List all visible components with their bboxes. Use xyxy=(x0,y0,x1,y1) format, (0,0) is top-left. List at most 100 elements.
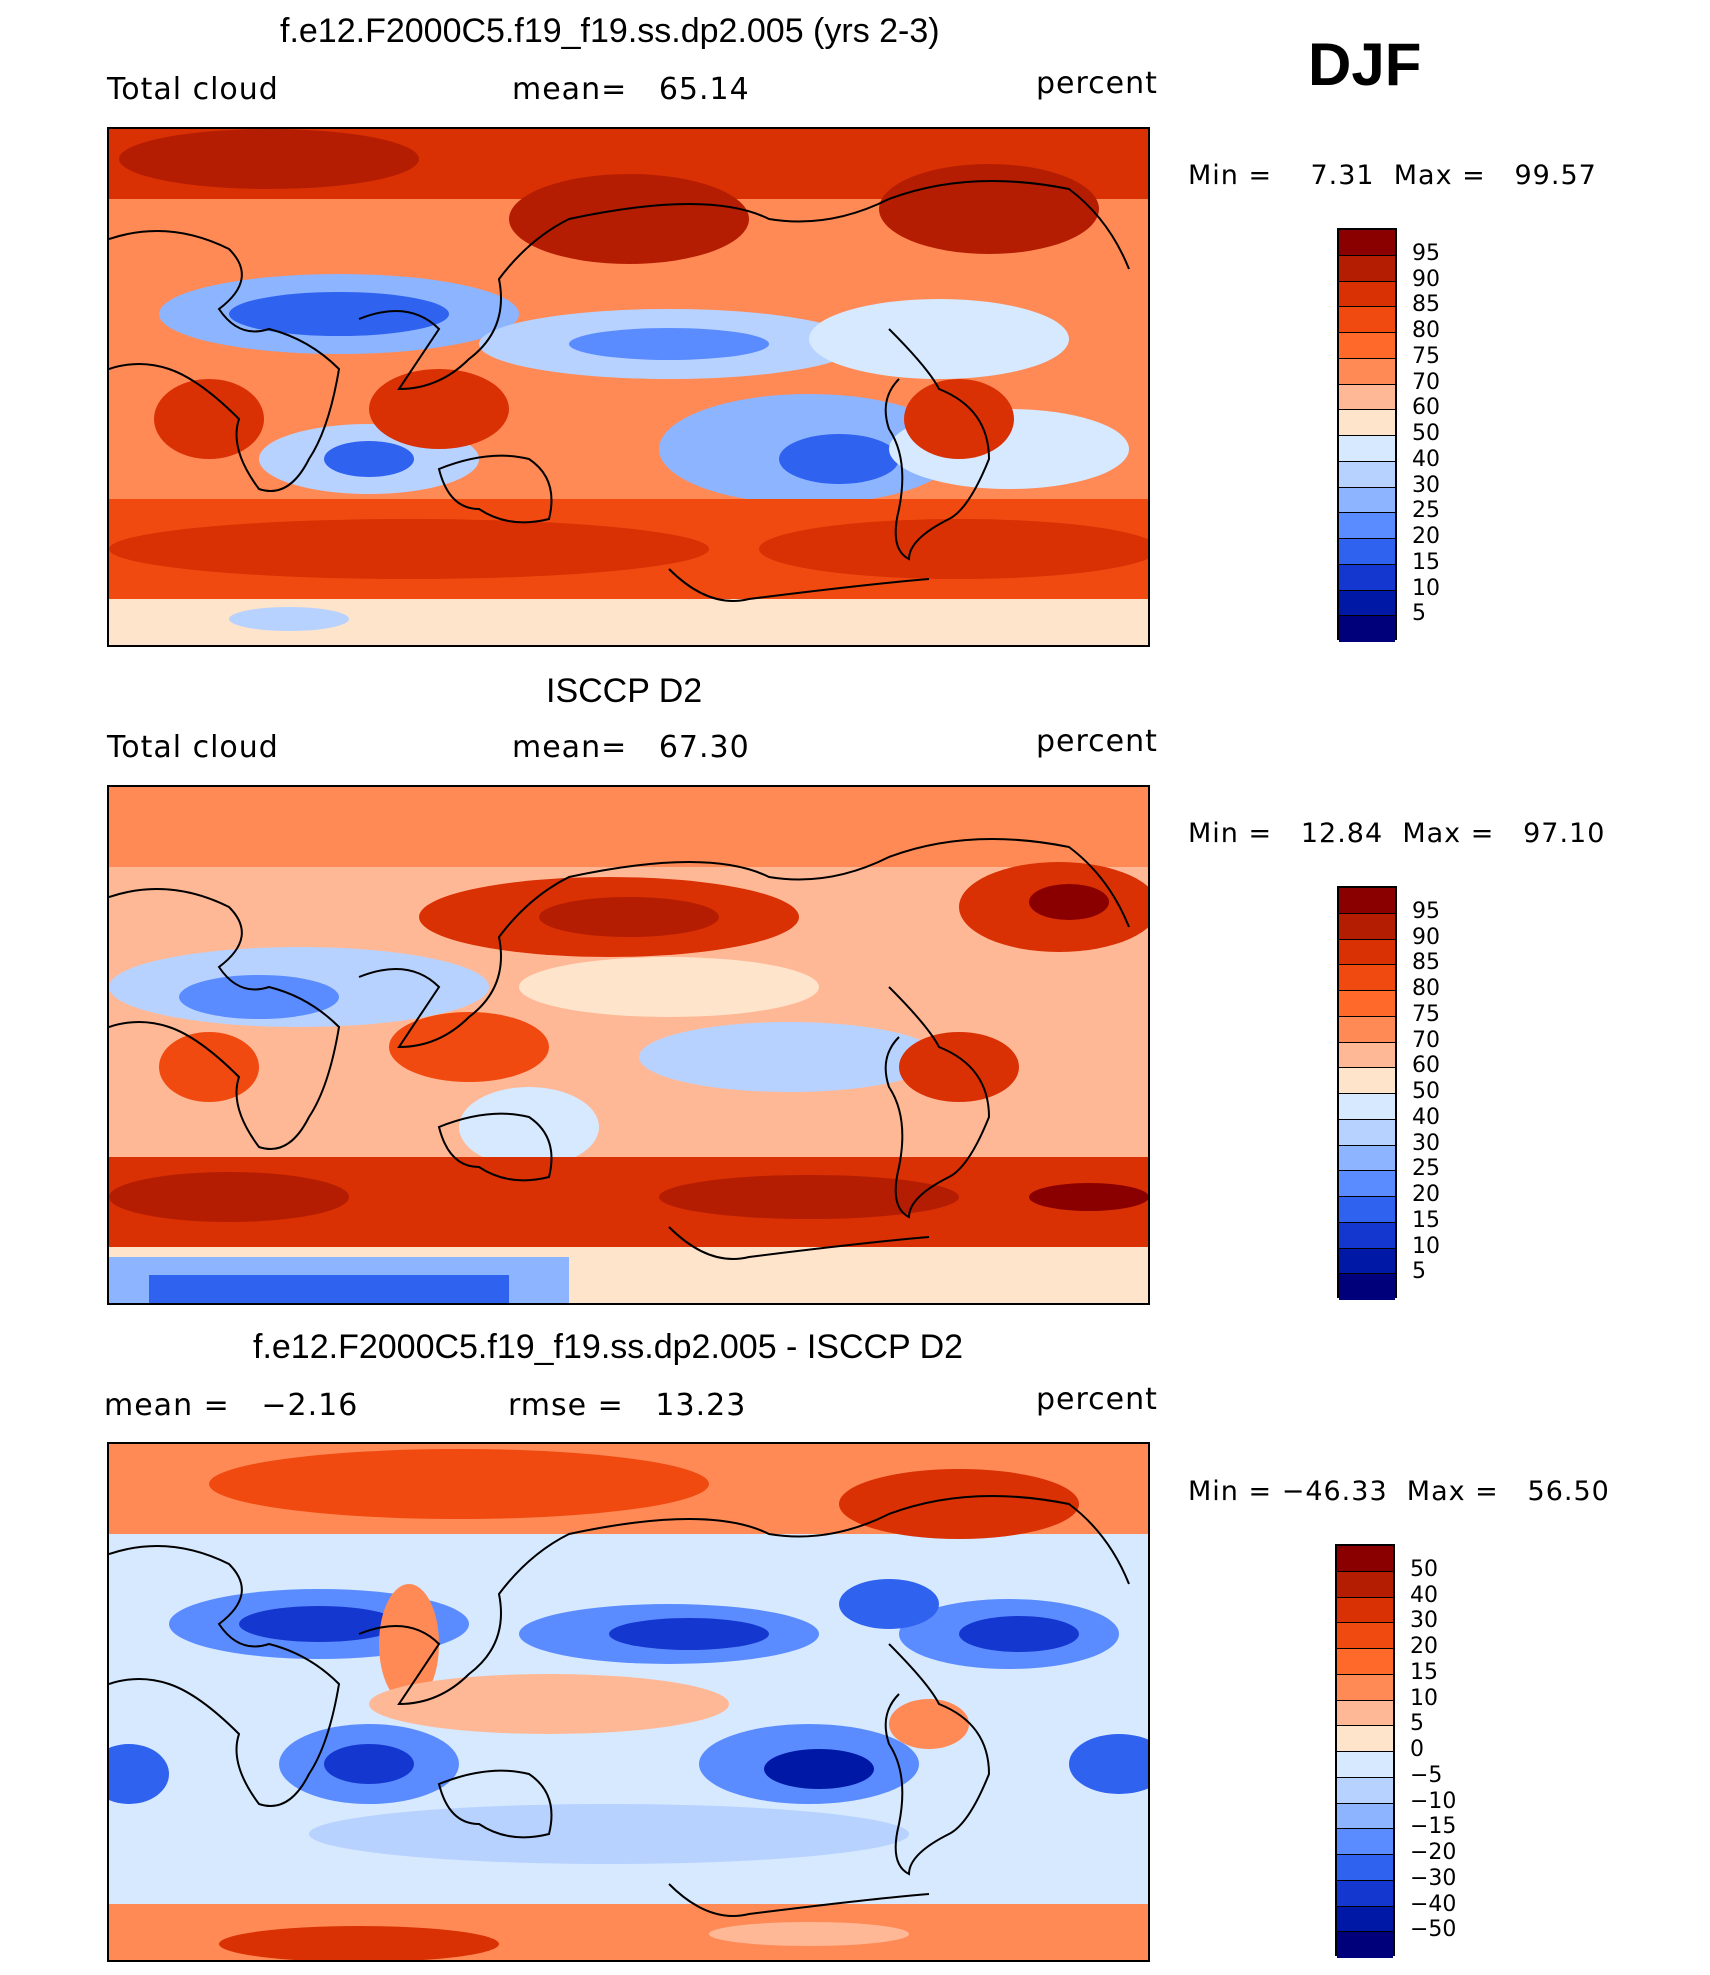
colorbar-swatch xyxy=(1339,333,1395,359)
panel3-colorbar xyxy=(1335,1544,1395,1958)
colorbar-tick-label: 40 xyxy=(1412,446,1440,472)
colorbar-swatch xyxy=(1337,1571,1393,1598)
colorbar-tick-label: 20 xyxy=(1412,1182,1440,1207)
colorbar-swatch xyxy=(1339,1016,1395,1043)
colorbar-swatch xyxy=(1339,307,1395,333)
colorbar-swatch xyxy=(1339,1171,1395,1197)
panel2-colorbar xyxy=(1337,886,1397,1300)
panel1-units-label: percent xyxy=(1036,66,1158,101)
colorbar-tick-label: 0 xyxy=(1410,1737,1424,1762)
colorbar-tick-label: 50 xyxy=(1410,1556,1438,1582)
colorbar-swatch xyxy=(1339,965,1395,991)
colorbar-swatch xyxy=(1339,539,1395,565)
panel3-map xyxy=(107,1442,1150,1962)
panel1-colorbar-labels: 95 90 85 80 75 70 60 50 40 30 25 20 15 10 5 xyxy=(1412,228,1492,640)
colorbar-swatch xyxy=(1339,384,1395,411)
colorbar-swatch xyxy=(1339,1222,1395,1249)
panel2-map xyxy=(107,785,1150,1305)
colorbar-tick-label: 75 xyxy=(1412,343,1440,369)
colorbar-swatch xyxy=(1337,1855,1393,1881)
colorbar-swatch xyxy=(1339,1068,1395,1094)
colorbar-swatch xyxy=(1339,513,1395,539)
colorbar-tick-label: −15 xyxy=(1410,1814,1457,1840)
colorbar-tick-label: 5 xyxy=(1412,1259,1426,1285)
colorbar-swatch xyxy=(1339,1094,1395,1120)
colorbar-swatch xyxy=(1337,1546,1393,1572)
colorbar-tick-label: 15 xyxy=(1412,1207,1440,1233)
colorbar-swatch xyxy=(1339,410,1395,436)
colorbar-tick-label: 10 xyxy=(1412,575,1440,601)
colorbar-tick-label: −5 xyxy=(1410,1762,1443,1788)
panel2-variable-label: Total cloud xyxy=(107,730,279,765)
colorbar-tick-label: 60 xyxy=(1412,395,1440,421)
colorbar-swatch xyxy=(1339,1042,1395,1069)
colorbar-swatch xyxy=(1339,487,1395,514)
panel3-minmax-label: Min = −46.33 Max = 56.50 xyxy=(1188,1476,1610,1507)
colorbar-tick-label: 70 xyxy=(1412,369,1440,395)
colorbar-swatch xyxy=(1337,1674,1393,1701)
panel3-rmse-label: rmse = 13.23 xyxy=(508,1388,747,1423)
panel1-mean-label: mean= 65.14 xyxy=(512,72,750,107)
colorbar-tick-label: 80 xyxy=(1412,976,1440,1001)
colorbar-swatch xyxy=(1337,1803,1393,1830)
colorbar-swatch xyxy=(1339,436,1395,462)
panel3-title: f.e12.F2000C5.f19_f19.ss.dp2.005 - ISCCP… xyxy=(253,1328,964,1366)
colorbar-swatch xyxy=(1339,1145,1395,1172)
colorbar-tick-label: 90 xyxy=(1412,924,1440,950)
panel1-title: f.e12.F2000C5.f19_f19.ss.dp2.005 (yrs 2-… xyxy=(280,12,940,50)
colorbar-swatch xyxy=(1337,1623,1393,1649)
colorbar-swatch xyxy=(1339,1119,1395,1146)
colorbar-swatch xyxy=(1337,1932,1393,1958)
panel2-colorbar-labels: 95 90 85 80 75 70 60 50 40 30 25 20 15 10 5 xyxy=(1412,886,1492,1298)
colorbar-tick-label: 50 xyxy=(1412,1079,1440,1104)
colorbar-tick-label: 90 xyxy=(1412,266,1440,292)
colorbar-tick-label: −20 xyxy=(1410,1840,1457,1865)
panel2-minmax-label: Min = 12.84 Max = 97.10 xyxy=(1188,818,1606,849)
colorbar-tick-label: 5 xyxy=(1412,601,1426,627)
colorbar-tick-label: −50 xyxy=(1410,1917,1457,1943)
colorbar-tick-label: 25 xyxy=(1412,1156,1440,1182)
colorbar-tick-label: 70 xyxy=(1412,1027,1440,1053)
season-label: DJF xyxy=(1308,31,1422,98)
colorbar-tick-label: 80 xyxy=(1412,318,1440,343)
colorbar-swatch xyxy=(1339,255,1395,282)
colorbar-swatch xyxy=(1339,913,1395,940)
colorbar-swatch xyxy=(1339,564,1395,591)
colorbar-swatch xyxy=(1339,281,1395,308)
panel2-units-label: percent xyxy=(1036,724,1158,759)
panel2-mean-label: mean= 67.30 xyxy=(512,730,750,765)
colorbar-swatch xyxy=(1339,616,1395,642)
panel3-units-label: percent xyxy=(1036,1382,1158,1417)
colorbar-tick-label: 15 xyxy=(1410,1659,1438,1685)
colorbar-tick-label: 30 xyxy=(1410,1608,1438,1634)
colorbar-tick-label: 40 xyxy=(1410,1582,1438,1608)
panel2-title: ISCCP D2 xyxy=(546,672,703,710)
panel1-variable-label: Total cloud xyxy=(107,72,279,107)
colorbar-tick-label: 10 xyxy=(1412,1233,1440,1259)
colorbar-swatch xyxy=(1337,1880,1393,1907)
colorbar-swatch xyxy=(1339,230,1395,256)
colorbar-tick-label: 20 xyxy=(1412,524,1440,549)
panel1-minmax-label: Min = 7.31 Max = 99.57 xyxy=(1188,160,1597,191)
colorbar-tick-label: 95 xyxy=(1412,240,1440,266)
colorbar-swatch xyxy=(1339,991,1395,1017)
colorbar-tick-label: 85 xyxy=(1412,292,1440,318)
colorbar-tick-label: −40 xyxy=(1410,1891,1457,1917)
colorbar-swatch xyxy=(1339,939,1395,966)
colorbar-swatch xyxy=(1339,888,1395,914)
colorbar-swatch xyxy=(1339,461,1395,488)
colorbar-swatch xyxy=(1337,1726,1393,1752)
colorbar-swatch xyxy=(1337,1777,1393,1804)
panel1-map xyxy=(107,127,1150,647)
colorbar-tick-label: −30 xyxy=(1410,1865,1457,1891)
colorbar-swatch xyxy=(1337,1906,1393,1933)
colorbar-tick-label: 10 xyxy=(1410,1685,1438,1711)
colorbar-swatch xyxy=(1337,1752,1393,1778)
colorbar-tick-label: −10 xyxy=(1410,1788,1457,1814)
colorbar-tick-label: 30 xyxy=(1412,1130,1440,1156)
colorbar-tick-label: 40 xyxy=(1412,1104,1440,1130)
colorbar-swatch xyxy=(1337,1649,1393,1675)
colorbar-tick-label: 5 xyxy=(1410,1711,1424,1737)
colorbar-swatch xyxy=(1337,1597,1393,1624)
colorbar-swatch xyxy=(1337,1829,1393,1855)
